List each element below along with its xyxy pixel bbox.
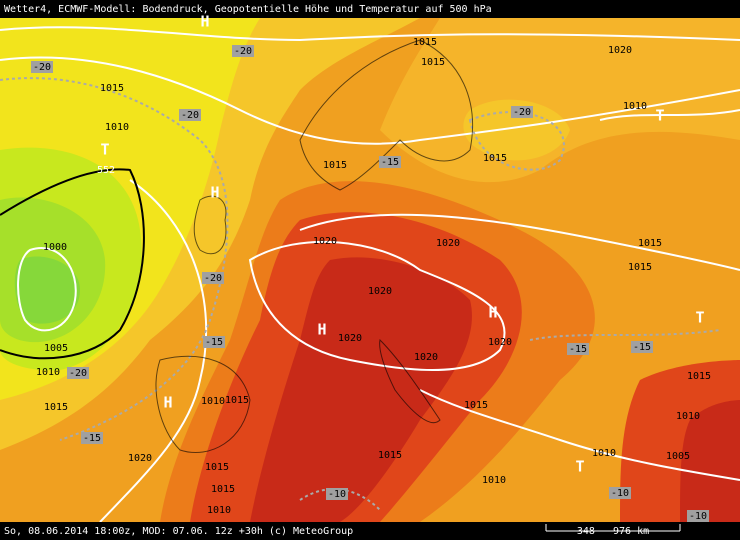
footer-run: So, 08.06.2014 18:00z, MOD: 07.06. 12z +… xyxy=(4,526,353,537)
isobar-label: 1010 xyxy=(482,475,506,486)
isobar-label: 1000 xyxy=(43,242,67,253)
temperature-label-box xyxy=(202,272,224,284)
header-bar xyxy=(0,0,740,18)
temperature-label-box xyxy=(379,156,401,168)
isobar-label: 1015 xyxy=(638,238,662,249)
temperature-label-box xyxy=(511,106,533,118)
isobar-label: 1015 xyxy=(464,400,488,411)
temperature-label-box xyxy=(567,343,589,355)
temperature-label: -20 xyxy=(33,62,51,73)
isobar-label: 1020 xyxy=(338,333,362,344)
isobar-label: 1010 xyxy=(592,448,616,459)
isobar-label: 1015 xyxy=(413,37,437,48)
header-title: Wetter4, ECMWF-Modell: Bodendruck, Geopo… xyxy=(4,4,492,15)
isobar-label: 1010 xyxy=(623,101,647,112)
temperature-label-box xyxy=(179,109,201,121)
geopotential-label: 552 xyxy=(97,165,115,176)
isobar-label: 1005 xyxy=(44,343,68,354)
isobar-label: 1015 xyxy=(483,153,507,164)
isobar-label: 1010 xyxy=(36,367,60,378)
isobar-label: 1015 xyxy=(687,371,711,382)
temperature-label: -15 xyxy=(381,157,399,168)
isobar-label: 1020 xyxy=(128,453,152,464)
temperature-label: -20 xyxy=(234,46,252,57)
isobar-label: 1020 xyxy=(313,236,337,247)
isobar-label: 1020 xyxy=(414,352,438,363)
isobar-label: 1015 xyxy=(44,402,68,413)
pressure-center: H xyxy=(200,13,209,31)
temperature-label: -15 xyxy=(633,342,651,353)
temperature-label-box xyxy=(203,336,225,348)
temperature-label-box xyxy=(326,488,348,500)
temperature-label-box xyxy=(631,341,653,353)
isobar-label: 1015 xyxy=(323,160,347,171)
isobar-label: 1015 xyxy=(100,83,124,94)
temperature-label: -20 xyxy=(69,368,87,379)
isobar-label: 1015 xyxy=(211,484,235,495)
coastlines xyxy=(155,39,474,454)
pressure-center: T xyxy=(575,458,584,476)
temperature-label-box xyxy=(81,432,103,444)
temperature-label: -10 xyxy=(328,489,346,500)
isobar-label: 1020 xyxy=(488,337,512,348)
temperature-label: -15 xyxy=(83,433,101,444)
temperature-label: -20 xyxy=(204,273,222,284)
pressure-center: H xyxy=(488,304,497,322)
temperature-label: -10 xyxy=(611,488,629,499)
geopotential-contour xyxy=(0,168,145,360)
temperature-label: -20 xyxy=(181,110,199,121)
isobar-label: 1010 xyxy=(207,505,231,516)
temperature-label-box xyxy=(687,510,709,522)
temperature-label-box xyxy=(609,487,631,499)
temperature-isolines xyxy=(0,77,721,511)
isobar-label: 1020 xyxy=(368,286,392,297)
temperature-label-box xyxy=(232,45,254,57)
temperature-label: -10 xyxy=(689,511,707,522)
temperature-label-box xyxy=(67,367,89,379)
pressure-center: T xyxy=(655,107,664,125)
isobar-label: 1020 xyxy=(608,45,632,56)
isobar-label: 1020 xyxy=(436,238,460,249)
isobar-label: 1015 xyxy=(378,450,402,461)
pressure-center: H xyxy=(163,394,172,412)
isobar-label: 1015 xyxy=(628,262,652,273)
temperature-field xyxy=(0,18,740,522)
pressure-center: H xyxy=(210,184,219,202)
temperature-label: -15 xyxy=(205,337,223,348)
isobar-label: 1015 xyxy=(225,395,249,406)
isobar-label: 1010 xyxy=(201,396,225,407)
isobar-label: 1015 xyxy=(421,57,445,68)
pressure-center: T xyxy=(695,309,704,327)
footer-bar xyxy=(0,522,740,540)
temperature-label-box xyxy=(31,61,53,73)
pressure-center: H xyxy=(317,321,326,339)
temperature-label: -15 xyxy=(569,344,587,355)
isobars xyxy=(0,26,740,523)
isobar-label: 1005 xyxy=(666,451,690,462)
temperature-label: -20 xyxy=(513,107,531,118)
isobar-label: 1010 xyxy=(676,411,700,422)
isobar-label: 1015 xyxy=(205,462,229,473)
isobar-label: 1010 xyxy=(105,122,129,133)
scale-label: 348 - 976 km xyxy=(577,526,649,537)
pressure-center: T xyxy=(100,141,109,159)
